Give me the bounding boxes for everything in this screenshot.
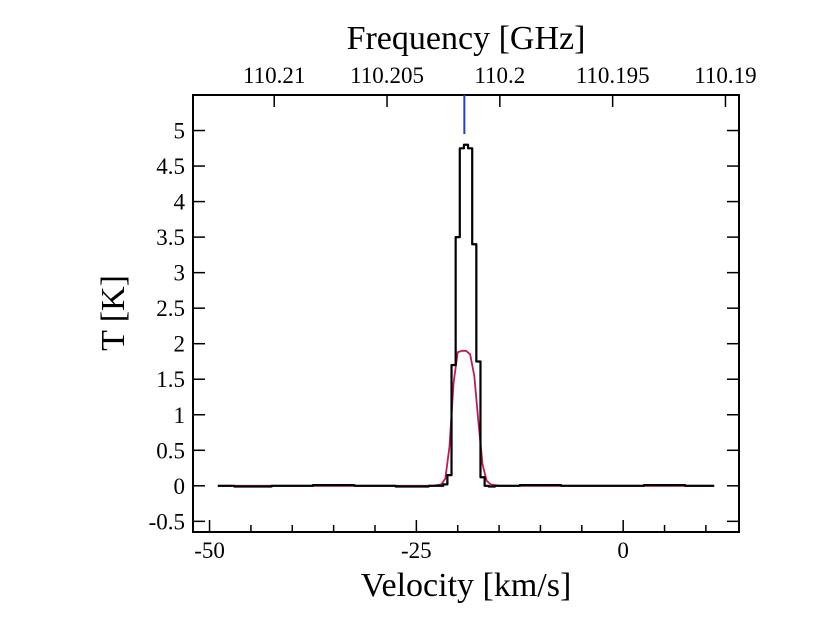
- top-tick-label: 110.205: [350, 63, 424, 88]
- y-tick-label: 4: [174, 190, 186, 215]
- x-tick-label: 0: [617, 538, 629, 563]
- fit-line: [217, 349, 715, 487]
- y-tick-label: 3.5: [156, 225, 185, 250]
- y-tick-label: 4.5: [156, 154, 185, 179]
- y-tick-label: 1: [174, 403, 186, 428]
- top-tick-label: 110.195: [576, 63, 650, 88]
- y-tick-label: 5: [174, 119, 186, 144]
- x-tick-label: -50: [194, 538, 225, 563]
- plot-marks: [217, 95, 715, 488]
- y-tick-label: 0: [174, 474, 186, 499]
- y-tick-label: 1.5: [156, 367, 185, 392]
- y-tick-label: 0.5: [156, 438, 185, 463]
- y-tick-label: -0.5: [149, 509, 185, 534]
- y-tick-label: 3: [174, 261, 186, 286]
- top-tick-label: 110.2: [474, 63, 525, 88]
- x-axis-title: Velocity [km/s]: [361, 567, 572, 604]
- spectrum-line: [217, 143, 715, 488]
- y-axis-title: T [K]: [95, 275, 132, 351]
- axis-ticks: -0.5 0 0.5 1 1.5 2 2.5 3 3.5 4 4.5 5 -50 -25 0 110.21 11…: [149, 63, 757, 563]
- y-tick-label: 2.5: [156, 296, 185, 321]
- y-tick-label: 2: [174, 332, 186, 357]
- top-axis-title: Frequency [GHz]: [347, 20, 586, 57]
- plot-frame: [192, 94, 740, 533]
- top-tick-label: 110.19: [694, 63, 756, 88]
- x-tick-label: -25: [401, 538, 432, 563]
- top-tick-label: 110.21: [243, 63, 305, 88]
